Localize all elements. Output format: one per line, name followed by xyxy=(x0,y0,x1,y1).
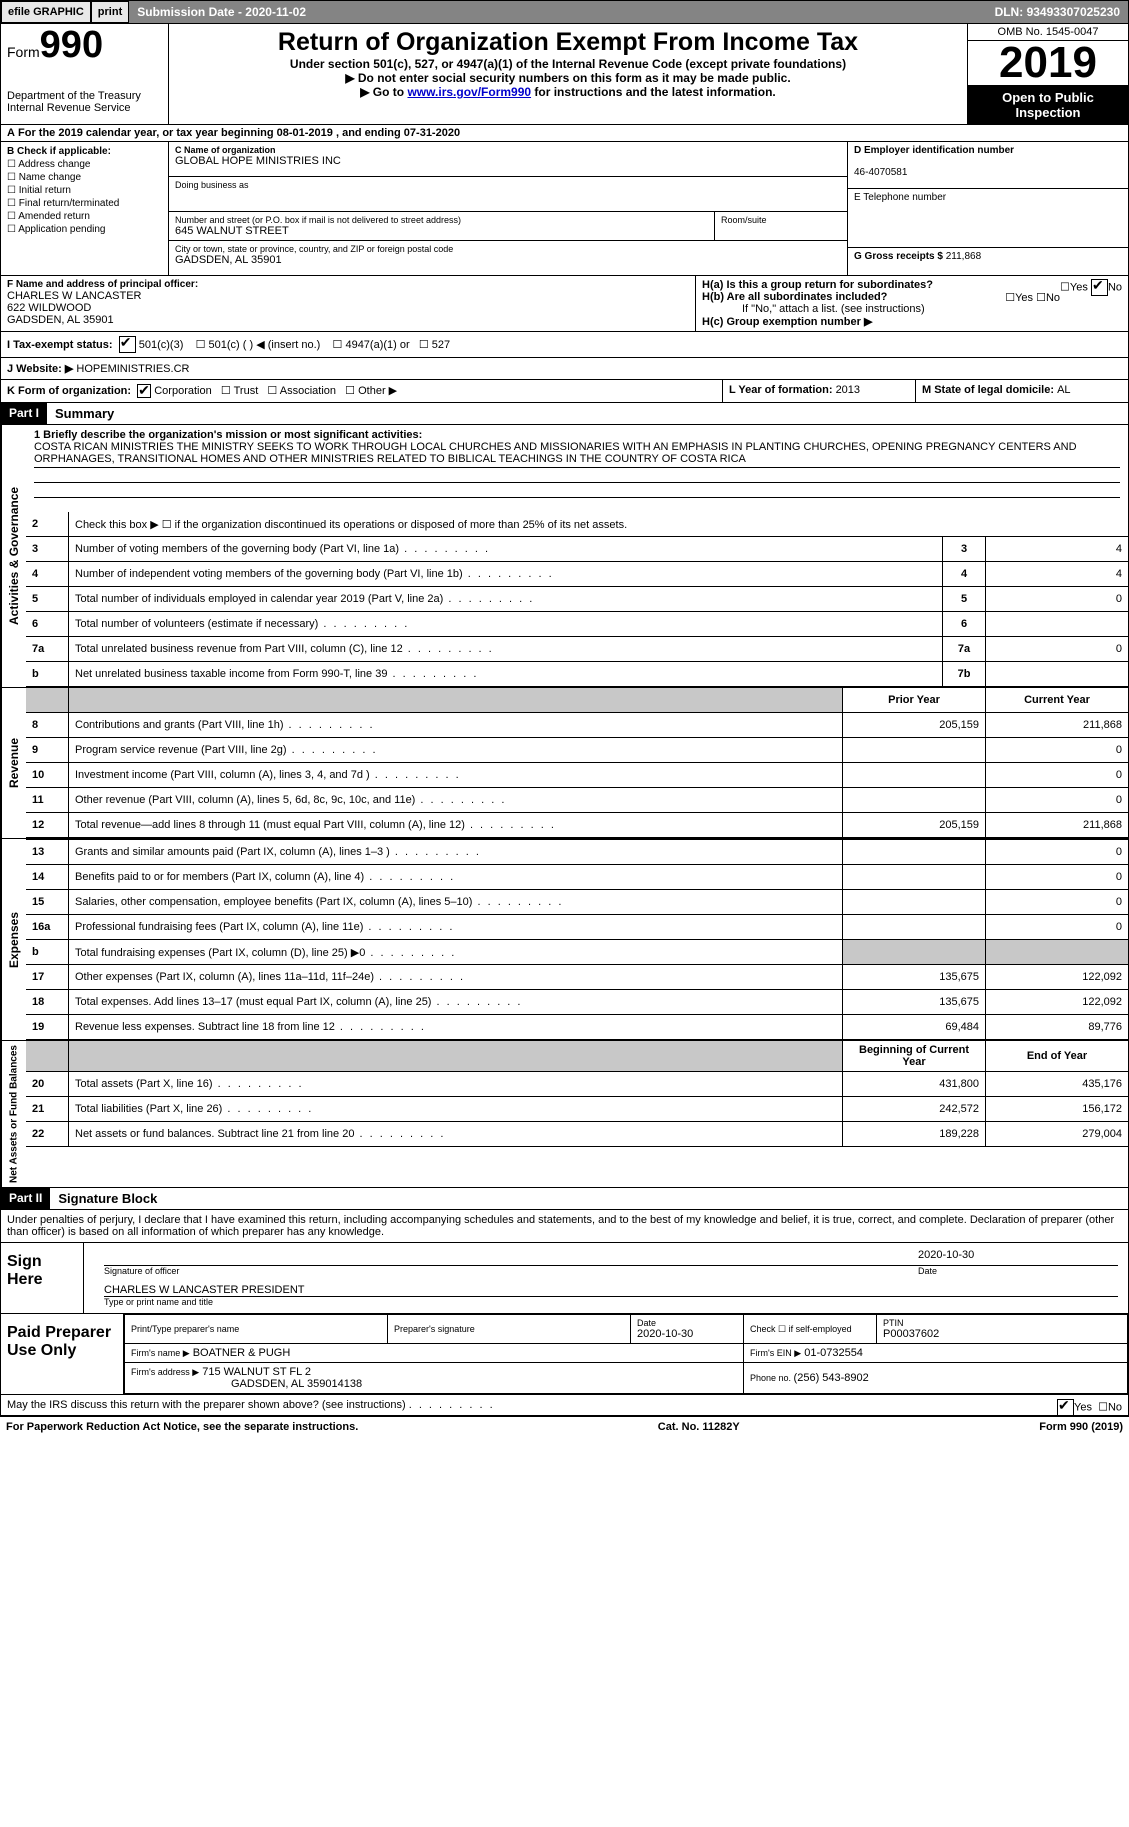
type-name-label: Type or print name and title xyxy=(104,1297,1118,1307)
perjury-text: Under penalties of perjury, I declare th… xyxy=(1,1210,1128,1242)
form-subtitle-1: Under section 501(c), 527, or 4947(a)(1)… xyxy=(173,57,963,71)
street-label: Number and street (or P.O. box if mail i… xyxy=(175,215,708,225)
year-formation: 2013 xyxy=(836,384,860,396)
line1-label: 1 Briefly describe the organization's mi… xyxy=(34,429,422,441)
header-left: Form990 Department of the Treasury Inter… xyxy=(1,24,169,124)
h-a-yn[interactable]: ☐Yes No xyxy=(1060,279,1122,296)
vlabel-netassets: Net Assets or Fund Balances xyxy=(1,1041,26,1187)
city-label: City or town, state or province, country… xyxy=(175,244,841,254)
section-f-h: F Name and address of principal officer:… xyxy=(0,276,1129,332)
chk-initial-return[interactable]: ☐ Initial return xyxy=(7,185,162,196)
chk-final-return[interactable]: ☐ Final return/terminated xyxy=(7,198,162,209)
form-ref: Form 990 (2019) xyxy=(1039,1421,1123,1433)
header-right: OMB No. 1545-0047 2019 Open to Public In… xyxy=(967,24,1128,124)
form-number: 990 xyxy=(40,24,103,66)
open-to-public: Open to Public Inspection xyxy=(968,86,1128,124)
vlabel-governance: Activities & Governance xyxy=(1,425,26,687)
city: GADSDEN, AL 35901 xyxy=(175,254,841,266)
gross-receipts-label: G Gross receipts $ xyxy=(854,251,946,262)
top-bar: efile GRAPHIC print Submission Date - 20… xyxy=(0,0,1129,24)
state-domicile: AL xyxy=(1057,384,1070,396)
h-b2-label: If "No," attach a list. (see instruction… xyxy=(702,303,1122,315)
room-suite-label: Room/suite xyxy=(715,212,847,240)
vlabel-revenue: Revenue xyxy=(1,688,26,838)
form-title: Return of Organization Exempt From Incom… xyxy=(173,28,963,57)
ein-label: D Employer identification number xyxy=(854,145,1014,156)
dln: DLN: 93493307025230 xyxy=(987,5,1128,19)
h-a-label: H(a) Is this a group return for subordin… xyxy=(702,279,933,291)
header-center: Return of Organization Exempt From Incom… xyxy=(169,24,967,124)
dept-treasury: Department of the Treasury xyxy=(7,90,162,102)
date-label: Date xyxy=(918,1266,1118,1276)
section-j: J Website: ▶ HOPEMINISTRIES.CR xyxy=(0,358,1129,380)
section-d-e-g: D Employer identification number 46-4070… xyxy=(848,142,1128,275)
section-k-l-m: K Form of organization: Corporation ☐ Tr… xyxy=(0,380,1129,403)
ein: 46-4070581 xyxy=(854,167,907,178)
officer-addr2: GADSDEN, AL 35901 xyxy=(7,314,114,326)
sig-date: 2020-10-30 xyxy=(918,1249,1118,1265)
cat-no: Cat. No. 11282Y xyxy=(658,1421,740,1433)
page-footer: For Paperwork Reduction Act Notice, see … xyxy=(0,1416,1129,1437)
section-h: H(a) Is this a group return for subordin… xyxy=(696,276,1128,331)
mission-text: COSTA RICAN MINISTRIES THE MINISTRY SEEK… xyxy=(34,441,1120,468)
governance-table: 2Check this box ▶ ☐ if the organization … xyxy=(26,512,1128,687)
gross-receipts: 211,868 xyxy=(946,251,981,262)
entity-grid: B Check if applicable: ☐ Address change … xyxy=(0,142,1129,276)
form-subtitle-2: ▶ Do not enter social security numbers o… xyxy=(173,71,963,85)
efile-graphic-button[interactable]: efile GRAPHIC xyxy=(1,1,91,23)
print-button[interactable]: print xyxy=(91,1,129,23)
irs-link[interactable]: www.irs.gov/Form990 xyxy=(407,85,531,99)
form-header: Form990 Department of the Treasury Inter… xyxy=(0,24,1129,125)
vlabel-expenses: Expenses xyxy=(1,839,26,1040)
netassets-table: Beginning of Current YearEnd of Year20To… xyxy=(26,1041,1128,1147)
chk-name-change[interactable]: ☐ Name change xyxy=(7,172,162,183)
chk-501c3[interactable] xyxy=(119,336,136,353)
officer-name-title: CHARLES W LANCASTER PRESIDENT xyxy=(104,1284,1118,1297)
h-b-label: H(b) Are all subordinates included? xyxy=(702,291,887,303)
chk-amended-return[interactable]: ☐ Amended return xyxy=(7,211,162,222)
h-b-yn[interactable]: ☐Yes ☐No xyxy=(1005,291,1060,304)
form-subtitle-3: ▶ Go to www.irs.gov/Form990 for instruct… xyxy=(173,85,963,99)
submission-date: Submission Date - 2020-11-02 xyxy=(129,5,314,19)
chk-corporation[interactable] xyxy=(137,384,151,398)
section-i: I Tax-exempt status: 501(c)(3) ☐ 501(c) … xyxy=(0,332,1129,358)
org-name: GLOBAL HOPE MINISTRIES INC xyxy=(175,155,841,167)
signature-block: Under penalties of perjury, I declare th… xyxy=(0,1210,1129,1416)
paid-preparer-label: Paid Preparer Use Only xyxy=(1,1314,124,1394)
dba-label: Doing business as xyxy=(175,180,841,190)
sign-here-label: Sign Here xyxy=(1,1243,84,1313)
h-c-label: H(c) Group exemption number ▶ xyxy=(702,316,872,328)
expenses-table: 13Grants and similar amounts paid (Part … xyxy=(26,839,1128,1040)
form-word: Form xyxy=(7,44,40,60)
period-row: A For the 2019 calendar year, or tax yea… xyxy=(0,125,1129,142)
tax-year: 2019 xyxy=(968,41,1128,86)
preparer-table: Print/Type preparer's name Preparer's si… xyxy=(124,1314,1128,1394)
section-c: C Name of organization GLOBAL HOPE MINIS… xyxy=(169,142,848,275)
chk-address-change[interactable]: ☐ Address change xyxy=(7,159,162,170)
street: 645 WALNUT STREET xyxy=(175,225,708,237)
section-f: F Name and address of principal officer:… xyxy=(1,276,696,331)
irs-label: Internal Revenue Service xyxy=(7,102,162,114)
officer-addr1: 622 WILDWOOD xyxy=(7,302,91,314)
part1-header: Part I Summary xyxy=(0,403,1129,425)
org-name-label: C Name of organization xyxy=(175,145,841,155)
discuss-row: May the IRS discuss this return with the… xyxy=(1,1394,1128,1415)
part2-header: Part II Signature Block xyxy=(0,1188,1129,1210)
sig-officer-label: Signature of officer xyxy=(104,1266,918,1276)
telephone-label: E Telephone number xyxy=(854,192,946,203)
pra-notice: For Paperwork Reduction Act Notice, see … xyxy=(6,1421,358,1433)
officer-name: CHARLES W LANCASTER xyxy=(7,290,141,302)
chk-application-pending[interactable]: ☐ Application pending xyxy=(7,224,162,235)
website: HOPEMINISTRIES.CR xyxy=(76,363,189,375)
revenue-table: Prior YearCurrent Year8Contributions and… xyxy=(26,688,1128,838)
section-b: B Check if applicable: ☐ Address change … xyxy=(1,142,169,275)
discuss-yn[interactable]: Yes ☐No xyxy=(1057,1399,1122,1416)
